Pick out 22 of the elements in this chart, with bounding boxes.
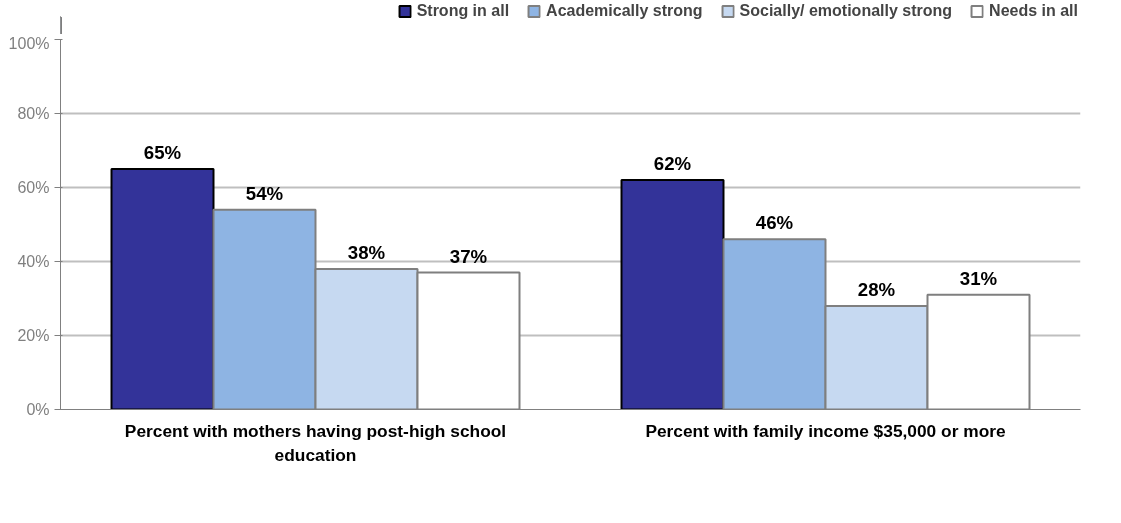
legend-label: Strong in all	[416, 2, 510, 20]
bar	[620, 179, 725, 410]
x-tick-label: Percent with mothers having post-high school education	[124, 420, 507, 465]
data-label: 28%	[857, 278, 896, 300]
y-tick-label: 40%	[17, 253, 50, 270]
data-label: 46%	[755, 212, 794, 234]
legend-label: Academically strong	[546, 2, 703, 20]
bar	[110, 168, 215, 410]
y-tick-label: 60%	[17, 179, 50, 196]
data-label: 38%	[347, 241, 386, 263]
data-label: 54%	[245, 182, 284, 204]
data-label: 65%	[143, 142, 182, 163]
x-tick-label: Percent with family income $35,000 or more	[645, 420, 1006, 441]
y-tick-label: 80%	[17, 105, 50, 122]
data-label: 31%	[959, 267, 998, 289]
data-label: 62%	[653, 153, 692, 175]
y-tick-label: 0%	[26, 401, 50, 418]
data-label: 37%	[449, 245, 488, 267]
y-tick-label: 100%	[8, 34, 50, 52]
legend-label: Socially/ emotionally strong	[739, 2, 953, 20]
y-tick-label: 20%	[17, 327, 50, 344]
legend-label: Needs in all	[989, 2, 1078, 20]
